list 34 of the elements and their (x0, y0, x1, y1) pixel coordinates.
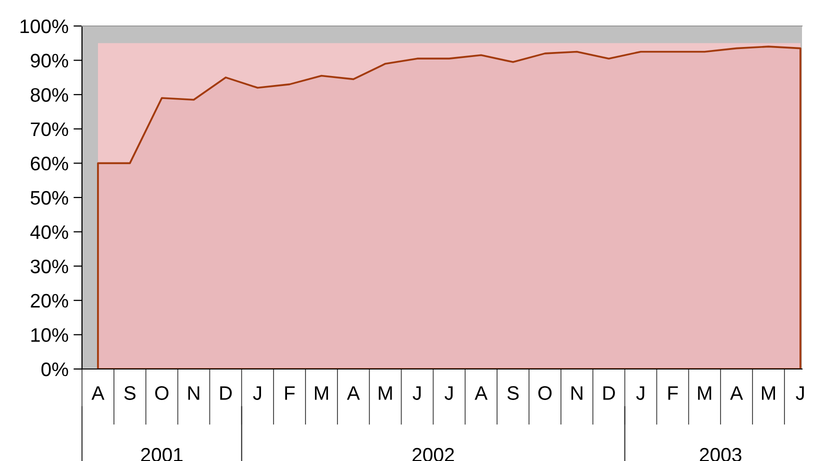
x-tick-label: S (507, 386, 519, 400)
y-tick-label: 90% (30, 54, 68, 68)
y-tick-label: 10% (31, 328, 68, 342)
x-tick-label: F (285, 386, 295, 400)
x-tick-label: O (155, 386, 168, 400)
y-tick-label: 80% (30, 88, 68, 102)
x-tick-label: S (124, 386, 136, 400)
x-tick-label: A (346, 386, 360, 400)
y-tick-label: 50% (30, 190, 68, 205)
y-tick-label: 0% (41, 362, 68, 376)
x-tick-label: O (538, 386, 552, 400)
x-tick-label: J (444, 386, 453, 400)
x-tick-label: J (412, 386, 421, 400)
y-tick-label: 70% (30, 122, 68, 136)
x-tick-label: M (314, 386, 328, 400)
y-tick-label: 100% (20, 19, 68, 34)
y-tick-label: 30% (30, 260, 68, 274)
x-tick-label: A (474, 386, 488, 400)
x-tick-label: J (253, 386, 262, 400)
x-tick-label: M (762, 386, 775, 400)
x-tick-label: J (796, 386, 804, 400)
y-tick-label: 60% (30, 156, 68, 170)
x-tick-label: J (636, 386, 644, 400)
x-tick-label: A (730, 386, 743, 400)
x-tick-label: N (188, 386, 200, 400)
x-tick-label: D (603, 386, 615, 400)
x-tick-label: F (668, 386, 678, 400)
x-tick-label: N (571, 386, 582, 400)
y-tick-label: 40% (30, 225, 68, 240)
y-tick-label: 20% (30, 294, 68, 308)
x-tick-label: D (220, 386, 232, 400)
x-tick-label: M (698, 386, 712, 400)
x-tick-label: M (378, 386, 392, 400)
x-tick-label: A (92, 386, 104, 400)
